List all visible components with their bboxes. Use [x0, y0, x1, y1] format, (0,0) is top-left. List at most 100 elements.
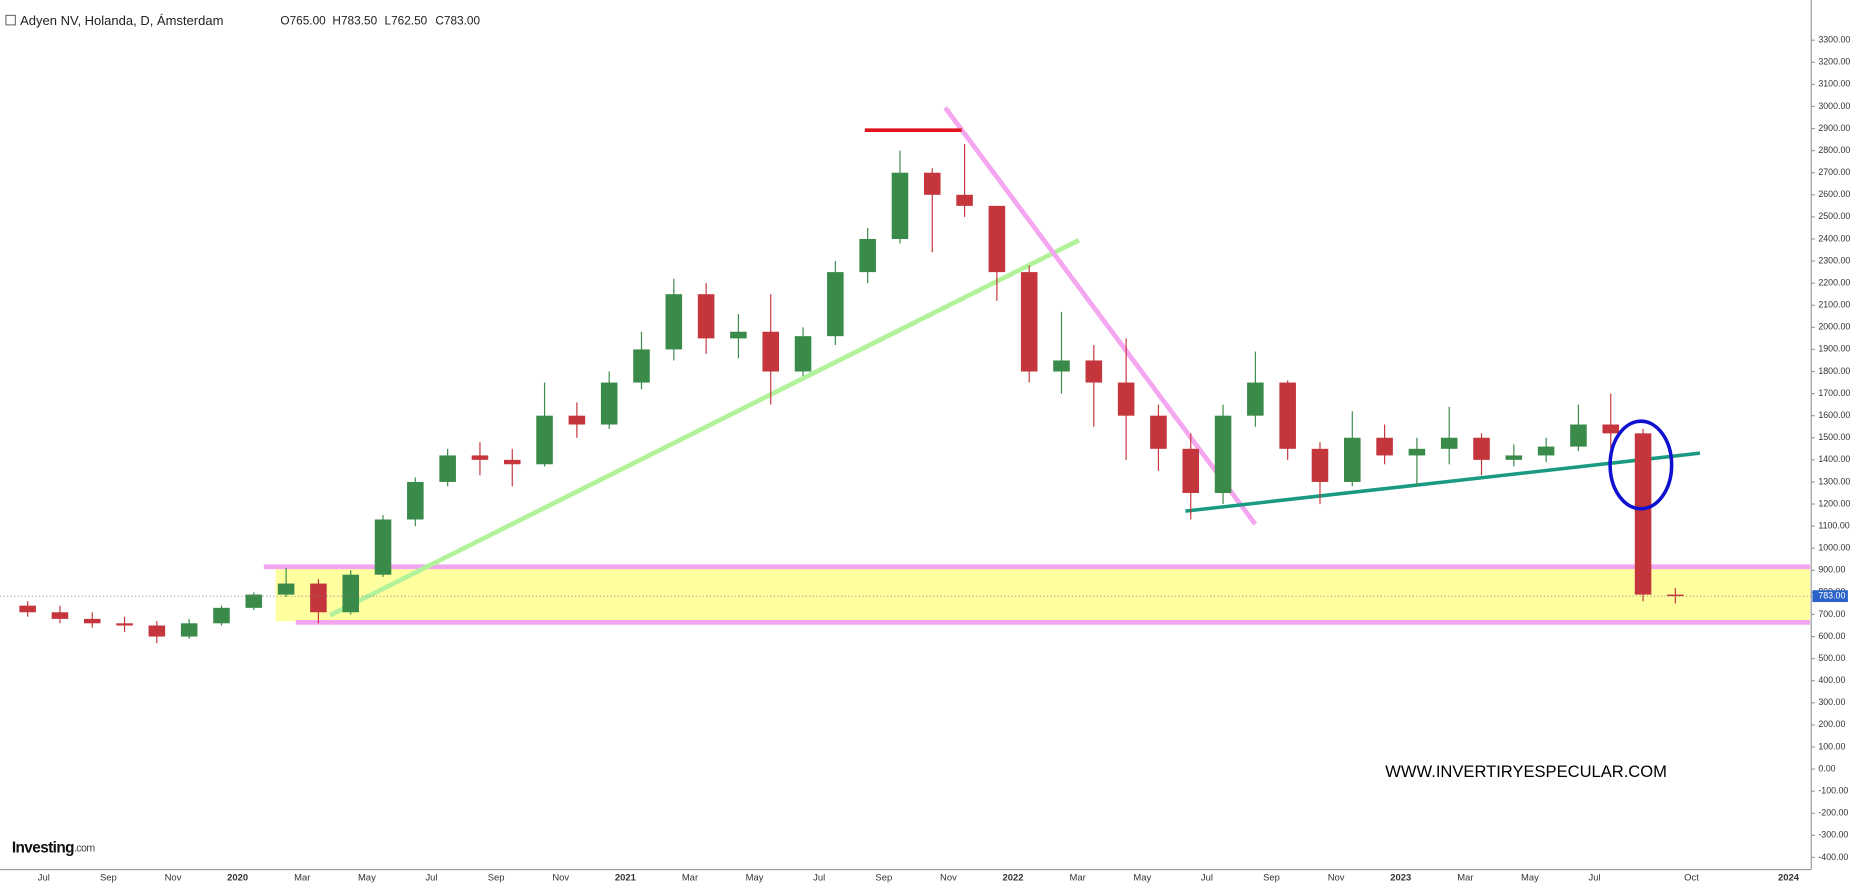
- downtrend-line: [943, 106, 1258, 526]
- candle-body: [859, 238, 876, 273]
- x-tick-label: Sep: [1263, 872, 1280, 883]
- x-tick-label: May: [358, 872, 376, 883]
- x-tick-label: Jul: [425, 872, 437, 883]
- y-tick-label: -100.00: [1818, 786, 1848, 796]
- x-tick-label: 2023: [1390, 872, 1411, 883]
- ohlc-low: L762.50: [384, 13, 427, 27]
- y-tick-label: 2700.00: [1818, 167, 1850, 177]
- x-tick-label: May: [1521, 872, 1539, 883]
- y-tick-label: 3000.00: [1818, 101, 1850, 111]
- candle-body: [277, 583, 295, 595]
- candle-body: [1376, 437, 1393, 456]
- y-axis: -400.00 -300.00 -200.00 -100.00 0.00 100.00 20…: [1811, 35, 1850, 862]
- candle-body: [1344, 437, 1361, 482]
- candle-body: [503, 459, 521, 465]
- candle-body: [83, 618, 101, 624]
- x-tick-label: 2020: [227, 872, 248, 883]
- y-tick-label: 500.00: [1818, 653, 1845, 663]
- candle-body: [1634, 433, 1652, 595]
- candle-body: [1505, 455, 1523, 460]
- candle-body: [310, 583, 327, 613]
- y-tick-label: 200.00: [1818, 719, 1845, 729]
- candle-body: [116, 623, 133, 626]
- y-tick-label: 700.00: [1818, 609, 1845, 619]
- candle-body: [19, 605, 36, 613]
- candle-body: [1053, 360, 1070, 372]
- y-tick-label: 900.00: [1818, 565, 1845, 575]
- x-tick-label: Jul: [1589, 872, 1601, 883]
- watermark: WWW.INVERTIRYESPECULAR.COM: [1385, 762, 1667, 781]
- x-tick-label: Nov: [552, 872, 569, 883]
- y-tick-label: 1900.00: [1818, 344, 1850, 354]
- y-tick-label: 1500.00: [1818, 432, 1850, 442]
- drawings: [263, 106, 1811, 625]
- y-tick-label: 2000.00: [1818, 322, 1850, 332]
- candle-body: [697, 294, 715, 339]
- logo: Investing.com: [12, 839, 96, 856]
- x-tick-label: Sep: [488, 872, 505, 883]
- candle-body: [1570, 424, 1587, 447]
- x-tick-label: May: [746, 872, 764, 883]
- candle-body: [213, 607, 230, 624]
- y-tick-label: 1600.00: [1818, 410, 1850, 420]
- candle-body: [1408, 448, 1426, 456]
- x-tick-label: 2021: [615, 872, 636, 883]
- x-tick-label: Jul: [1201, 872, 1213, 883]
- y-tick-label: 1300.00: [1818, 476, 1850, 486]
- support-zone: [275, 569, 1811, 622]
- y-tick-label: 2100.00: [1818, 300, 1850, 310]
- candle-body: [1667, 594, 1684, 597]
- candle-body: [988, 205, 1006, 273]
- candle-body: [342, 574, 359, 613]
- last-price-label: 783.00: [1818, 590, 1845, 600]
- candle-body: [1150, 415, 1167, 449]
- candle-body: [407, 481, 424, 520]
- x-tick-label: Sep: [100, 872, 117, 883]
- y-tick-label: 100.00: [1818, 741, 1845, 751]
- y-tick-label: 1000.00: [1818, 543, 1850, 553]
- candle-body: [1117, 382, 1135, 416]
- x-tick-label: Nov: [940, 872, 957, 883]
- y-tick-label: 1200.00: [1818, 498, 1850, 508]
- candle-body: [51, 612, 69, 619]
- y-tick-label: -300.00: [1818, 830, 1848, 840]
- candle-body: [180, 623, 198, 637]
- candle-body: [374, 519, 392, 575]
- x-tick-label: Sep: [875, 872, 892, 883]
- highlight-ellipse: [1608, 419, 1674, 511]
- chart-title: Adyen NV, Holanda, D, Ámsterdam: [20, 13, 223, 28]
- candle-body: [1182, 448, 1200, 493]
- candle-body: [148, 625, 166, 637]
- candle-body: [1020, 272, 1038, 372]
- y-tick-label: 1700.00: [1818, 388, 1850, 398]
- candle-body: [891, 172, 909, 239]
- candle-body: [600, 382, 618, 425]
- y-tick-label: 600.00: [1818, 631, 1845, 641]
- y-tick-label: 1800.00: [1818, 366, 1850, 376]
- candle-body: [956, 194, 973, 206]
- logo-name: Investing: [12, 839, 74, 856]
- candle-body: [665, 294, 683, 350]
- candle-body: [1440, 437, 1458, 449]
- candles: [19, 144, 1684, 644]
- y-tick-label: 2900.00: [1818, 123, 1850, 133]
- y-tick-label: 2800.00: [1818, 145, 1850, 155]
- candle-body: [245, 594, 263, 608]
- last-price-box: [1812, 590, 1848, 603]
- x-tick-label: Mar: [1457, 872, 1473, 883]
- x-tick-label: Nov: [1328, 872, 1345, 883]
- candle-body: [1279, 382, 1296, 449]
- x-tick-label: 2024: [1778, 872, 1800, 883]
- candle-body: [471, 455, 489, 460]
- y-tick-label: 1400.00: [1818, 454, 1850, 464]
- y-tick-label: 2500.00: [1818, 211, 1850, 221]
- candle-body: [1247, 382, 1264, 416]
- candle-body: [1214, 415, 1232, 493]
- candle-body: [730, 331, 747, 339]
- x-tick-label: May: [1133, 872, 1151, 883]
- y-tick-label: 2600.00: [1818, 189, 1850, 199]
- x-tick-label: Mar: [294, 872, 310, 883]
- x-axis: Jul Sep Nov 2020 Mar May Jul Sep Nov 2021 Mar May Ju…: [38, 872, 1800, 883]
- candle-body: [827, 272, 844, 337]
